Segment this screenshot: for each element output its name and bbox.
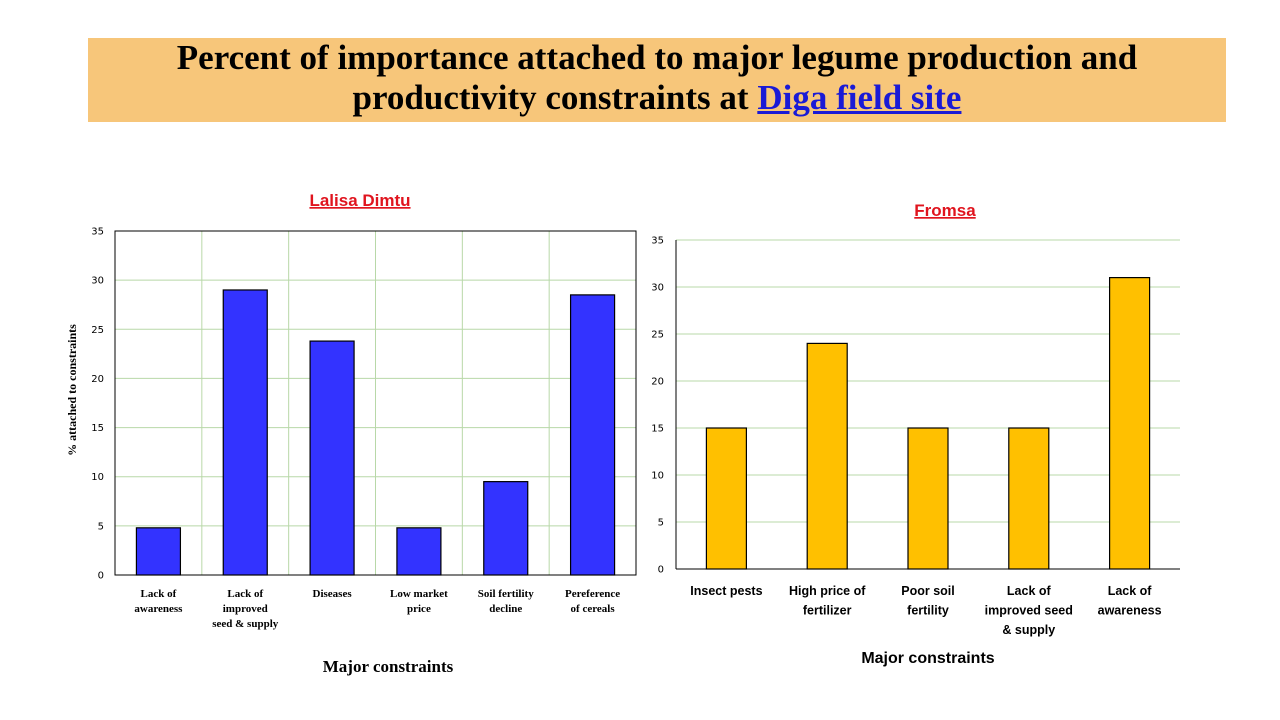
lalisa-y-tick-label: 10 [91,472,104,483]
fromsa-y-tick-label: 0 [658,565,664,576]
fromsa-category-label: Poor soil [901,584,954,598]
lalisa-y-tick-label: 0 [98,571,104,582]
lalisa-bar [396,527,442,576]
fromsa-y-tick-label: 35 [651,236,664,247]
fromsa-bar [705,427,748,570]
lalisa-category-label: Pereference [565,588,620,600]
lalisa-category-label: Lack of [141,588,177,600]
lalisa-category-label: price [407,603,431,615]
lalisa-y-tick-label: 5 [98,521,104,532]
slide-title: Percent of importance attached to major … [88,38,1226,118]
title-background [88,38,1226,122]
lalisa-category-label: Lack of [227,588,263,600]
fromsa-y-tick-label: 5 [658,518,664,529]
lalisa-y-tick-label: 15 [91,423,104,434]
fromsa-category-label: awareness [1098,604,1162,618]
fromsa-category-label: Insect pests [690,584,762,598]
lalisa-category-label: seed & supply [212,618,279,630]
lalisa-chart-title: Lalisa Dimtu [309,191,410,210]
fromsa-category-label: fertilizer [803,604,852,618]
lalisa-y-tick-label: 20 [91,374,104,385]
fromsa-chart-title: Fromsa [914,201,976,220]
fromsa-category-label: Lack of [1108,584,1153,598]
lalisa-category-label: of cereals [571,603,616,615]
fromsa-bar [806,342,848,570]
lalisa-bar [309,340,355,576]
lalisa-bar [483,481,529,576]
fromsa-category-label: Lack of [1007,584,1052,598]
fromsa-category-label: & supply [1002,623,1055,637]
fromsa-x-axis-label: Major constraints [861,650,994,667]
lalisa-category-label: Low market [390,588,448,600]
lalisa-category-label: Diseases [313,588,353,600]
lalisa-x-axis-label: Major constraints [323,657,454,676]
lalisa-category-label: awareness [134,603,183,615]
fromsa-y-tick-label: 30 [651,283,664,294]
slide-title-text: Percent of importance attached to major … [176,38,1138,117]
fromsa-category-label: improved seed [985,604,1073,618]
fromsa-bar [907,427,949,570]
lalisa-category-label: decline [489,603,522,615]
lalisa-y-tick-label: 25 [91,325,104,336]
lalisa-bar [222,289,268,576]
lalisa-category-label: Soil fertility [478,588,534,600]
fromsa-category-label: High price of [789,584,866,598]
fromsa-y-tick-label: 20 [651,377,664,388]
lalisa-y-axis-label: % attached to constraints [65,324,79,456]
fromsa-bar [1008,427,1050,570]
lalisa-bar [569,294,616,576]
fromsa-y-tick-label: 15 [651,424,664,435]
diga-field-site-link[interactable]: Diga field site [757,78,962,117]
lalisa-y-tick-label: 35 [91,227,104,238]
fromsa-y-tick-label: 25 [651,330,664,341]
lalisa-bar [135,527,182,576]
lalisa-y-tick-label: 30 [91,276,104,287]
fromsa-bar [1108,277,1151,570]
lalisa-category-label: improved [223,603,268,615]
fromsa-y-tick-label: 10 [651,471,664,482]
lalisa-plot-frame [114,230,637,576]
fromsa-category-label: fertility [907,604,949,618]
